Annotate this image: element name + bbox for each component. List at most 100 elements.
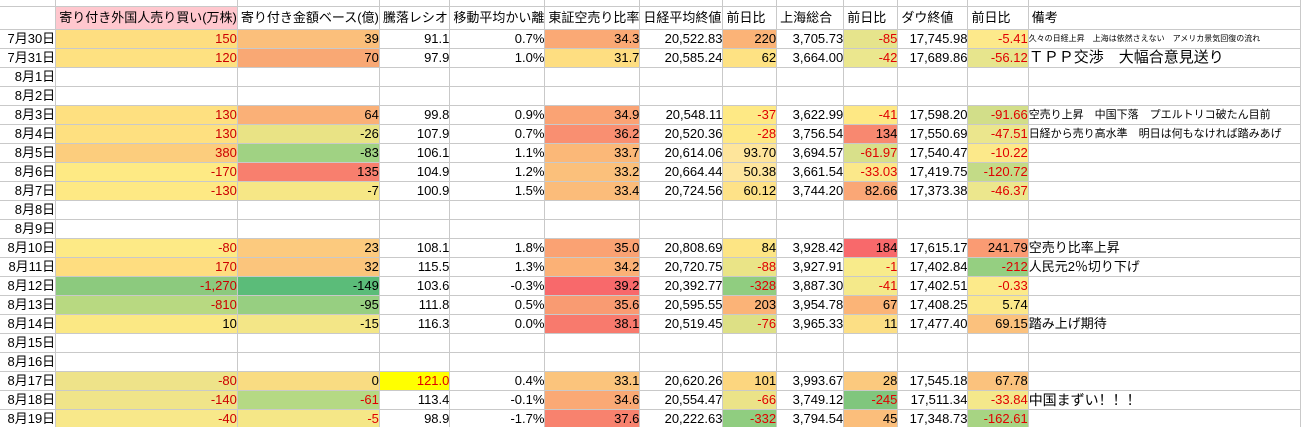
cell-amount[interactable]: 64: [237, 105, 380, 125]
cell-short-ratio[interactable]: 35.0: [544, 238, 641, 258]
cell-shanghai-chg[interactable]: 67: [843, 295, 899, 315]
cell-dow[interactable]: 17,511.34: [897, 390, 969, 410]
cell-sliver-nikkei-chg[interactable]: [722, 0, 778, 7]
cell-amount[interactable]: 23: [237, 238, 380, 258]
cell-dow-chg[interactable]: [967, 352, 1029, 372]
cell-dow[interactable]: 17,348.73: [897, 409, 969, 427]
cell-amount[interactable]: 70: [237, 48, 380, 68]
cell-ma-kairi[interactable]: [449, 86, 546, 106]
cell-nikkei[interactable]: [639, 333, 724, 353]
cell-amount[interactable]: -149: [237, 276, 380, 296]
cell-date[interactable]: 8月10日: [0, 238, 57, 258]
cell-remark[interactable]: [1028, 295, 1301, 315]
cell-dow-chg[interactable]: 241.79: [967, 238, 1029, 258]
cell-remark[interactable]: [1028, 86, 1301, 106]
cell-nikkei-chg[interactable]: [722, 352, 778, 372]
column-header-nikkei[interactable]: 日経平均終値: [639, 6, 724, 30]
column-header-ratio[interactable]: 騰落レシオ: [379, 6, 451, 30]
cell-foreign[interactable]: 380: [55, 143, 238, 163]
cell-dow[interactable]: 17,615.17: [897, 238, 969, 258]
cell-short-ratio[interactable]: 37.6: [544, 409, 641, 427]
cell-sliver-dow-chg[interactable]: [967, 0, 1029, 7]
cell-remark[interactable]: ＴＰＰ交渉 大幅合意見送り: [1028, 48, 1301, 68]
cell-dow-chg[interactable]: -10.22: [967, 143, 1029, 163]
cell-date[interactable]: 7月31日: [0, 48, 57, 68]
cell-nikkei[interactable]: 20,392.77: [639, 276, 724, 296]
cell-amount[interactable]: 0: [237, 371, 380, 391]
cell-remark[interactable]: [1028, 181, 1301, 201]
column-header-ma-kairi[interactable]: 移動平均かい離: [449, 6, 546, 30]
cell-shanghai[interactable]: 3,965.33: [776, 314, 845, 334]
cell-dow-chg[interactable]: -47.51: [967, 124, 1029, 144]
cell-nikkei-chg[interactable]: -28: [722, 124, 778, 144]
cell-short-ratio[interactable]: 34.9: [544, 105, 641, 125]
cell-dow[interactable]: [897, 352, 969, 372]
cell-shanghai[interactable]: [776, 86, 845, 106]
cell-ma-kairi[interactable]: 0.5%: [449, 295, 546, 315]
cell-shanghai[interactable]: [776, 67, 845, 87]
cell-nikkei-chg[interactable]: -328: [722, 276, 778, 296]
cell-ratio[interactable]: [379, 219, 451, 239]
cell-foreign[interactable]: -810: [55, 295, 238, 315]
cell-remark[interactable]: [1028, 219, 1301, 239]
cell-nikkei-chg[interactable]: [722, 86, 778, 106]
cell-date[interactable]: 8月4日: [0, 124, 57, 144]
cell-dow-chg[interactable]: -46.37: [967, 181, 1029, 201]
cell-short-ratio[interactable]: 38.1: [544, 314, 641, 334]
cell-shanghai-chg[interactable]: 184: [843, 238, 899, 258]
cell-amount[interactable]: -7: [237, 181, 380, 201]
column-header-dow-chg[interactable]: 前日比: [967, 6, 1029, 30]
cell-nikkei[interactable]: 20,664.44: [639, 162, 724, 182]
cell-short-ratio[interactable]: 35.6: [544, 295, 641, 315]
cell-ma-kairi[interactable]: -1.7%: [449, 409, 546, 427]
cell-dow-chg[interactable]: 69.15: [967, 314, 1029, 334]
cell-nikkei-chg[interactable]: -37: [722, 105, 778, 125]
cell-foreign[interactable]: 150: [55, 29, 238, 49]
column-header-date[interactable]: [0, 6, 57, 30]
cell-short-ratio[interactable]: [544, 333, 641, 353]
cell-dow-chg[interactable]: [967, 67, 1029, 87]
cell-amount[interactable]: [237, 86, 380, 106]
cell-amount[interactable]: 32: [237, 257, 380, 277]
cell-foreign[interactable]: 120: [55, 48, 238, 68]
cell-sliver-amount[interactable]: [237, 0, 380, 7]
cell-nikkei-chg[interactable]: 220: [722, 29, 778, 49]
cell-shanghai[interactable]: 3,993.67: [776, 371, 845, 391]
cell-nikkei-chg[interactable]: 93.70: [722, 143, 778, 163]
cell-dow[interactable]: [897, 86, 969, 106]
cell-dow-chg[interactable]: [967, 200, 1029, 220]
cell-dow-chg[interactable]: -56.12: [967, 48, 1029, 68]
cell-ratio[interactable]: 116.3: [379, 314, 451, 334]
cell-dow-chg[interactable]: -91.66: [967, 105, 1029, 125]
cell-date[interactable]: 8月7日: [0, 181, 57, 201]
cell-ratio[interactable]: 115.5: [379, 257, 451, 277]
cell-shanghai-chg[interactable]: -245: [843, 390, 899, 410]
cell-shanghai-chg[interactable]: 45: [843, 409, 899, 427]
cell-foreign[interactable]: -40: [55, 409, 238, 427]
cell-sliver-dow[interactable]: [897, 0, 969, 7]
cell-ratio[interactable]: 104.9: [379, 162, 451, 182]
cell-sliver-short-ratio[interactable]: [544, 0, 641, 7]
cell-amount[interactable]: [237, 200, 380, 220]
cell-shanghai[interactable]: 3,694.57: [776, 143, 845, 163]
cell-dow-chg[interactable]: [967, 219, 1029, 239]
cell-ma-kairi[interactable]: 0.7%: [449, 124, 546, 144]
column-header-amount[interactable]: 寄り付き金額ベース(億): [237, 6, 380, 30]
cell-amount[interactable]: [237, 219, 380, 239]
cell-remark[interactable]: [1028, 371, 1301, 391]
cell-nikkei-chg[interactable]: -332: [722, 409, 778, 427]
cell-ratio[interactable]: 113.4: [379, 390, 451, 410]
cell-remark[interactable]: [1028, 333, 1301, 353]
cell-nikkei[interactable]: [639, 200, 724, 220]
cell-short-ratio[interactable]: 33.2: [544, 162, 641, 182]
cell-nikkei-chg[interactable]: -76: [722, 314, 778, 334]
cell-dow[interactable]: [897, 333, 969, 353]
cell-shanghai-chg[interactable]: [843, 352, 899, 372]
cell-foreign[interactable]: [55, 333, 238, 353]
cell-remark[interactable]: [1028, 67, 1301, 87]
cell-amount[interactable]: -61: [237, 390, 380, 410]
cell-shanghai[interactable]: 3,749.12: [776, 390, 845, 410]
cell-dow[interactable]: 17,402.84: [897, 257, 969, 277]
cell-nikkei[interactable]: 20,620.26: [639, 371, 724, 391]
cell-nikkei[interactable]: [639, 86, 724, 106]
